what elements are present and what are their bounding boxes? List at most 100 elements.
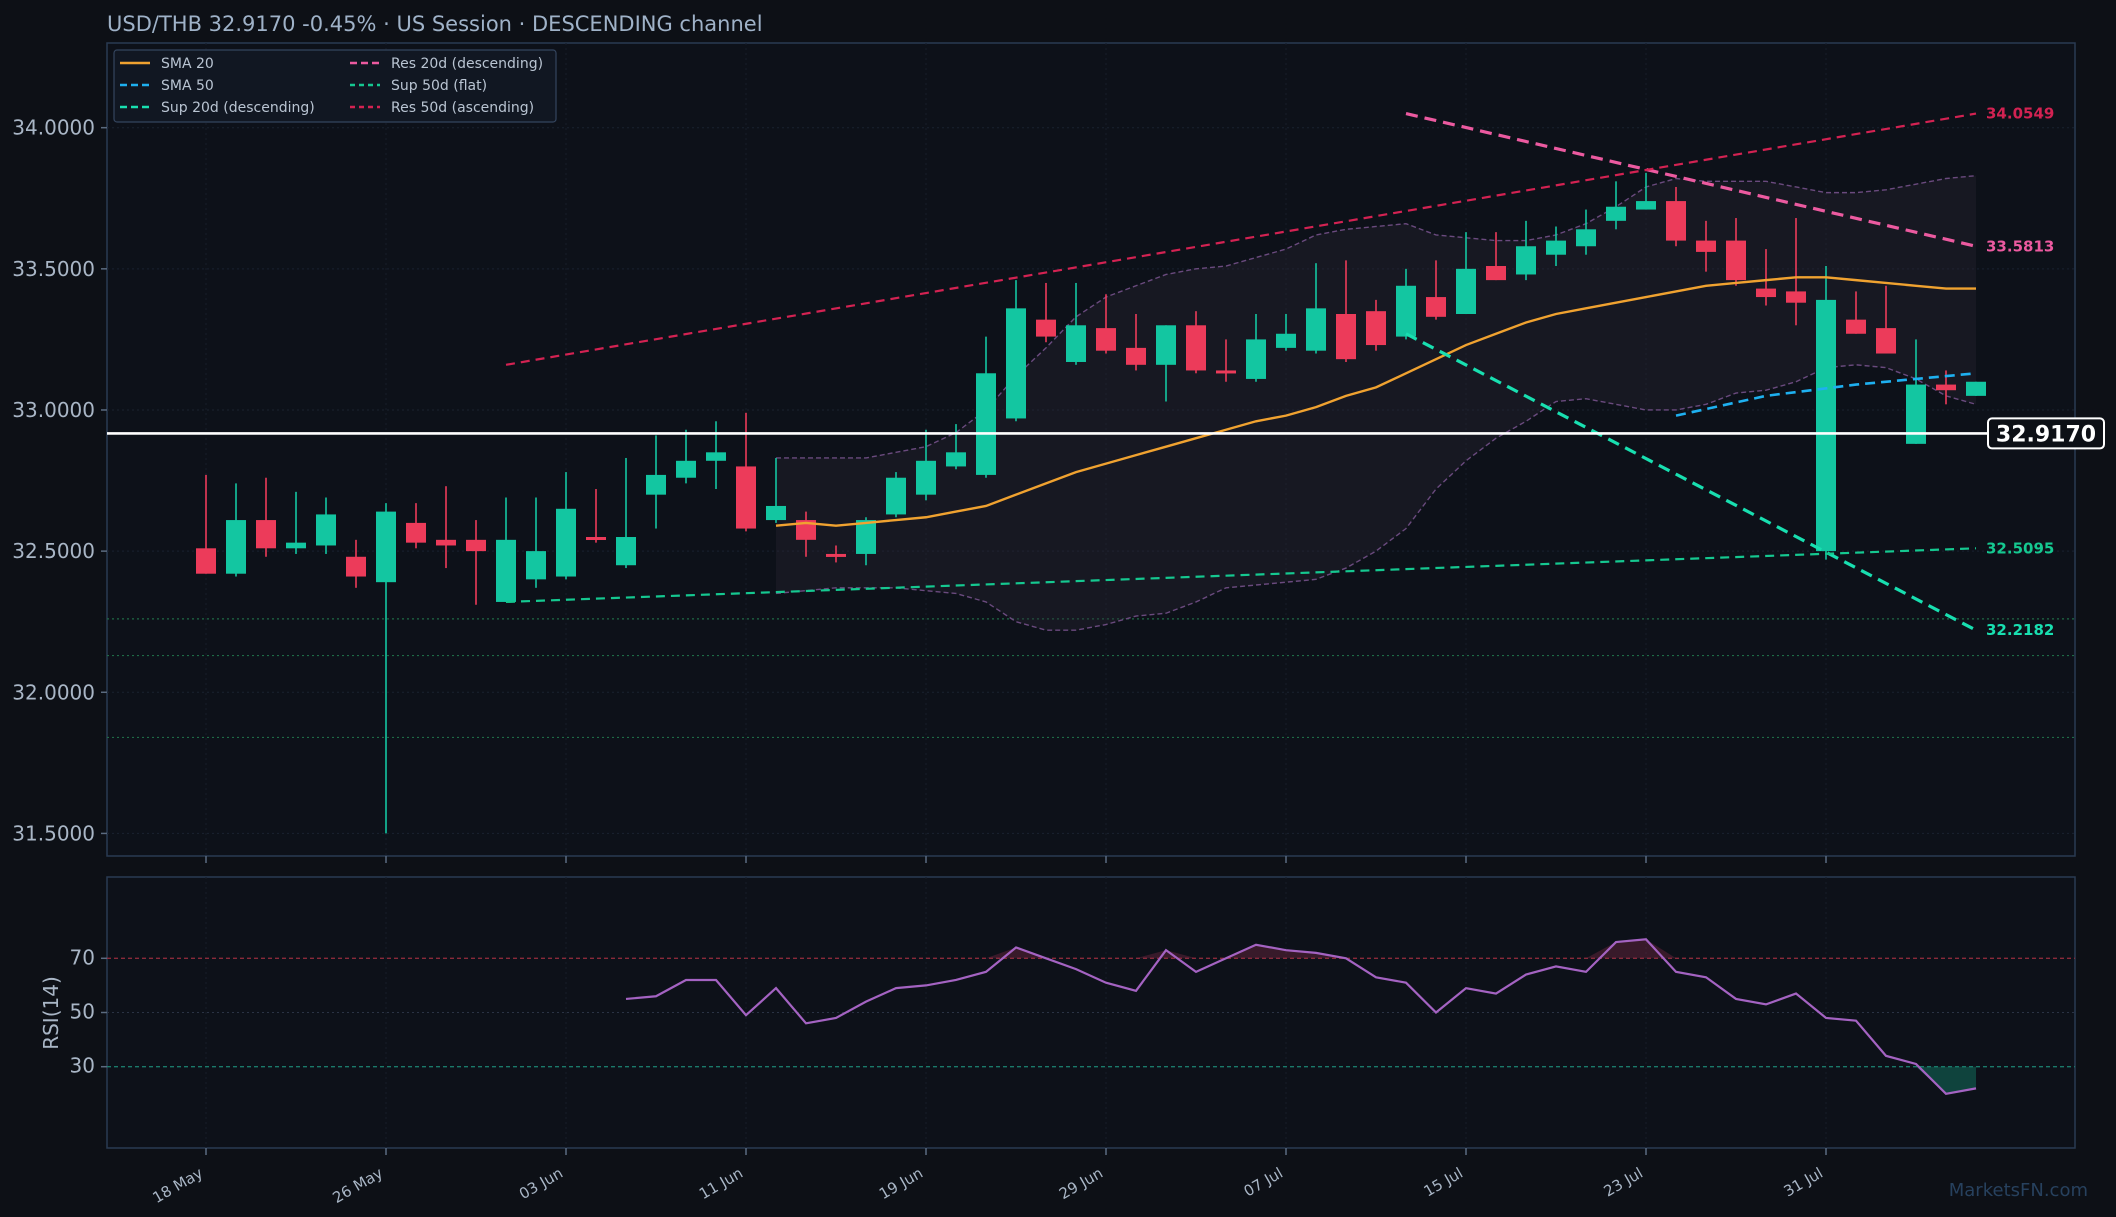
candle-body — [556, 508, 576, 577]
candle-down — [1486, 232, 1506, 281]
candle-up — [856, 517, 876, 566]
last-price-line: 32.9170 — [107, 417, 2105, 450]
candle-body — [1336, 314, 1356, 360]
candle-body — [1606, 206, 1626, 221]
price-tick-label: 33.5000 — [12, 257, 95, 281]
trend-level-label: 34.0549 — [1986, 105, 2054, 123]
candle-body — [856, 520, 876, 554]
candle-body — [1966, 381, 1986, 396]
chart-title: USD/THB 32.9170 -0.45% · US Session · DE… — [107, 12, 763, 36]
legend-label: Res 20d (descending) — [391, 56, 543, 72]
candle-down — [1036, 282, 1056, 343]
candle-body — [676, 460, 696, 478]
trend-level-label: 32.2182 — [1986, 621, 2054, 639]
candles — [196, 172, 1986, 834]
candle-up — [316, 497, 336, 554]
candle-body — [1696, 240, 1716, 252]
candle-up — [1246, 314, 1266, 382]
candle-body — [1306, 308, 1326, 351]
candle-down — [1216, 339, 1236, 382]
candle-body — [1906, 384, 1926, 444]
candle-down — [1696, 220, 1716, 272]
candle-up — [526, 497, 546, 588]
candle-up — [496, 497, 516, 602]
candle-body — [196, 548, 216, 574]
candle-down — [466, 520, 486, 605]
rsi-overbought-zone — [1256, 944, 1286, 959]
candle-up — [1906, 339, 1926, 444]
candle-up — [1636, 172, 1656, 210]
trend-level-line — [1405, 332, 1977, 632]
candle-body — [586, 537, 606, 541]
trend-level-line — [505, 112, 1977, 366]
candle-body — [1786, 291, 1806, 303]
candle-up — [1156, 325, 1176, 402]
price-panel — [106, 42, 2076, 857]
candle-down — [586, 489, 606, 543]
price-tick-label: 31.5000 — [12, 821, 95, 845]
candle-body — [316, 514, 336, 546]
candle-body — [256, 520, 276, 549]
candle-up — [556, 472, 576, 580]
candle-body — [1426, 297, 1446, 317]
bollinger-fill — [776, 175, 1976, 631]
candle-body — [1216, 370, 1236, 374]
price-axis: 31.5000 32.0000 32.5000 33.0000 33.5000 34.00… — [12, 116, 107, 845]
candle-body — [1576, 229, 1596, 247]
candle-body — [1756, 288, 1776, 298]
rsi-overbought-zone — [1616, 939, 1646, 959]
candle-down — [1096, 294, 1116, 354]
candle-down — [1876, 285, 1896, 354]
trend-levels: 33.5813 34.0549 32.2182 32.5095 — [505, 105, 2054, 639]
price-tick-label: 32.5000 — [12, 539, 95, 563]
sma50-line — [1675, 371, 1977, 417]
candle-body — [1726, 240, 1746, 281]
candle-up — [226, 483, 246, 577]
rsi-line — [625, 938, 1977, 1095]
price-tick-label: 33.0000 — [12, 398, 95, 422]
candle-up — [766, 457, 786, 523]
candle-body — [1036, 319, 1056, 337]
candle-up — [1066, 282, 1086, 365]
last-price-badge — [1987, 417, 2105, 450]
candle-up — [676, 429, 696, 484]
candle-body — [1846, 319, 1866, 334]
candle-up — [376, 503, 396, 834]
candle-up — [1576, 209, 1596, 255]
guide-lines — [107, 618, 2075, 739]
candle-body — [1816, 299, 1836, 552]
bollinger-lower — [775, 364, 1977, 631]
candle-down — [1756, 249, 1776, 306]
candle-up — [616, 457, 636, 569]
candle-down — [796, 511, 816, 557]
rsi-indicator — [625, 938, 1977, 1095]
candle-body — [1396, 285, 1416, 337]
candle-body — [466, 539, 486, 552]
candle-body — [1126, 347, 1146, 365]
candle-body — [1876, 328, 1896, 354]
candle-down — [196, 474, 216, 574]
candle-body — [646, 474, 666, 495]
candle-body — [286, 542, 306, 549]
candle-body — [226, 520, 246, 574]
candle-down — [1726, 218, 1746, 286]
price-tick-label: 34.0000 — [12, 116, 95, 140]
trend-level-label: 33.5813 — [1986, 237, 2054, 255]
candle-body — [1936, 384, 1956, 391]
legend-label: Res 50d (ascending) — [391, 100, 534, 116]
candle-body — [1456, 268, 1476, 314]
candle-body — [1276, 333, 1296, 348]
price-tick-label: 32.0000 — [12, 680, 95, 704]
candle-body — [1666, 201, 1686, 241]
candle-body — [1636, 201, 1656, 210]
candle-down — [1426, 260, 1446, 320]
candle-body — [526, 551, 546, 580]
candle-body — [436, 539, 456, 546]
rsi-tick-label: 70 — [70, 945, 95, 969]
candle-down — [436, 486, 456, 569]
candle-up — [1276, 314, 1296, 351]
candle-body — [1096, 328, 1116, 351]
candle-up — [1816, 266, 1836, 560]
candle-body — [976, 373, 996, 475]
rsi-overbought-zone — [986, 947, 1016, 959]
